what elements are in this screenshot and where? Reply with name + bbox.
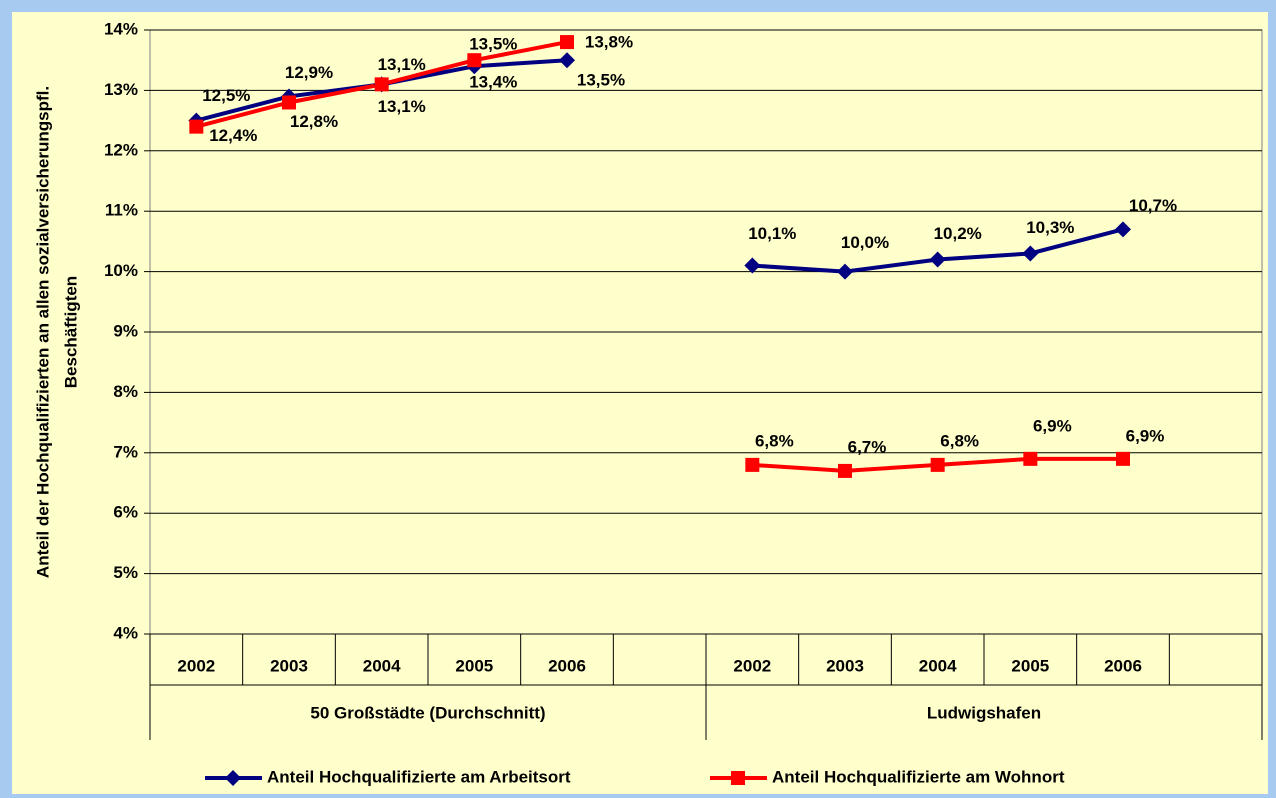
data-point bbox=[930, 457, 945, 472]
data-label: 13,4% bbox=[469, 73, 517, 92]
data-label: 6,7% bbox=[848, 437, 887, 456]
data-point bbox=[282, 95, 296, 110]
x-tick-label: 2003 bbox=[270, 656, 308, 675]
data-label: 12,5% bbox=[202, 86, 250, 105]
data-label: 13,1% bbox=[378, 55, 426, 74]
y-tick-label: 4% bbox=[113, 623, 138, 642]
x-tick-label: 2005 bbox=[455, 656, 493, 675]
x-tick-label: 2006 bbox=[1104, 656, 1142, 675]
y-axis-label: Anteil der Hochqualifizierten an allen s… bbox=[33, 86, 52, 578]
data-point bbox=[189, 119, 204, 134]
data-point bbox=[929, 251, 946, 268]
x-tick-label: 2002 bbox=[177, 656, 215, 675]
data-label: 12,4% bbox=[209, 126, 257, 145]
data-label: 10,2% bbox=[934, 224, 982, 243]
legend-label: Anteil Hochqualifizierte am Arbeitsort bbox=[267, 767, 571, 786]
x-tick-label: 2002 bbox=[733, 656, 771, 675]
y-tick-label: 8% bbox=[113, 382, 138, 401]
data-label: 10,0% bbox=[841, 233, 889, 252]
data-label: 10,1% bbox=[748, 224, 796, 243]
data-point bbox=[559, 52, 575, 69]
x-tick-label: 2004 bbox=[363, 656, 401, 675]
y-tick-label: 7% bbox=[113, 442, 138, 461]
data-label: 6,9% bbox=[1126, 426, 1165, 445]
data-label: 13,5% bbox=[577, 71, 625, 90]
data-point bbox=[1116, 451, 1130, 466]
data-label: 10,7% bbox=[1129, 196, 1177, 215]
legend-marker bbox=[731, 771, 745, 785]
y-tick-label: 6% bbox=[113, 503, 138, 522]
data-label: 12,8% bbox=[290, 112, 338, 131]
data-label: 13,5% bbox=[469, 35, 517, 54]
y-tick-label: 11% bbox=[105, 201, 138, 220]
legend-marker bbox=[225, 770, 241, 786]
data-point bbox=[744, 257, 761, 274]
data-label: 12,9% bbox=[285, 63, 333, 82]
data-label: 10,3% bbox=[1026, 218, 1074, 237]
data-point bbox=[1115, 221, 1131, 238]
data-label: 13,1% bbox=[378, 97, 426, 116]
data-point bbox=[838, 463, 852, 478]
data-label: 6,8% bbox=[755, 431, 794, 450]
y-tick-label: 10% bbox=[104, 261, 138, 280]
data-point bbox=[467, 53, 482, 68]
legend-label: Anteil Hochqualifizierte am Wohnort bbox=[772, 767, 1065, 786]
y-tick-label: 9% bbox=[113, 321, 138, 340]
group-label: 50 Großstädte (Durchschnitt) bbox=[310, 703, 545, 722]
data-point bbox=[1023, 451, 1038, 466]
y-tick-label: 13% bbox=[104, 80, 138, 99]
x-tick-label: 2004 bbox=[919, 656, 957, 675]
data-label: 6,9% bbox=[1033, 416, 1072, 435]
x-tick-label: 2005 bbox=[1011, 656, 1049, 675]
data-label: 6,8% bbox=[940, 431, 979, 450]
data-point bbox=[745, 457, 760, 472]
y-tick-label: 5% bbox=[113, 563, 138, 582]
x-tick-label: 2003 bbox=[826, 656, 864, 675]
data-point bbox=[837, 263, 853, 280]
y-axis-label: Beschäftigten bbox=[61, 276, 80, 388]
data-label: 13,8% bbox=[585, 33, 633, 52]
group-label: Ludwigshafen bbox=[927, 703, 1041, 722]
x-tick-label: 2006 bbox=[548, 656, 586, 675]
data-point bbox=[560, 35, 574, 50]
y-tick-label: 14% bbox=[104, 19, 138, 38]
data-point bbox=[1022, 245, 1039, 262]
data-point bbox=[374, 77, 389, 92]
y-tick-label: 12% bbox=[104, 140, 138, 159]
